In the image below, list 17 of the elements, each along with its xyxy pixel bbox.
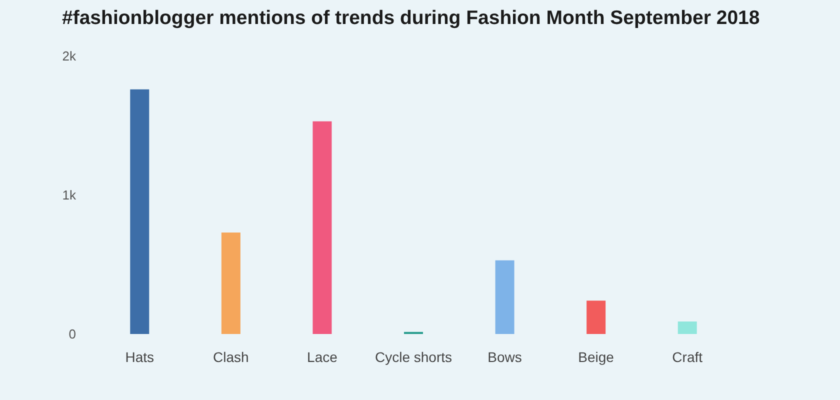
- chart-title: #fashionblogger mentions of trends during Fashion Month September 2018: [62, 7, 760, 29]
- bar: [130, 89, 150, 334]
- x-tick-label: Bows: [488, 349, 522, 365]
- y-tick-label: 2k: [62, 48, 76, 64]
- x-tick-label: Cycle shorts: [374, 349, 452, 365]
- x-tick-label: Clash: [213, 349, 249, 365]
- bar: [312, 121, 332, 334]
- x-tick-label: Craft: [672, 349, 703, 365]
- y-tick-label: 1k: [62, 188, 76, 203]
- bar: [678, 321, 697, 334]
- bar: [221, 232, 240, 334]
- bar: [495, 260, 514, 334]
- x-tick-label: Beige: [578, 349, 614, 365]
- x-tick-label: Lace: [307, 349, 338, 365]
- bar: [586, 300, 606, 334]
- y-tick-label: 0: [68, 326, 76, 342]
- x-tick-label: Hats: [125, 349, 154, 365]
